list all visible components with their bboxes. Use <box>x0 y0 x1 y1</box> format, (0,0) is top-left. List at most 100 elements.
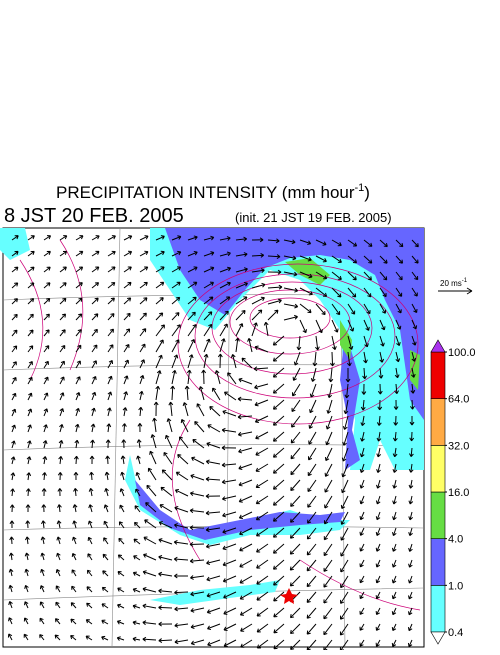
wind-arrow <box>291 415 301 428</box>
wind-arrow <box>263 321 269 337</box>
wind-arrow <box>251 322 258 337</box>
wind-arrow <box>235 337 240 353</box>
init-label: (init. 21 JST 19 FEB. 2005) <box>235 210 392 225</box>
wind-arrow <box>255 527 269 537</box>
wind-arrow <box>323 559 333 572</box>
wind-arrow <box>43 282 51 289</box>
wind-arrow <box>363 271 372 281</box>
wind-arrow <box>392 527 397 537</box>
wind-arrow <box>174 488 189 497</box>
wind-arrow <box>132 571 141 577</box>
wind-arrow <box>240 639 253 648</box>
wind-arrow <box>273 639 285 650</box>
wind-arrow <box>117 554 125 561</box>
wind-arrow <box>324 479 333 493</box>
wind-arrow <box>238 447 253 454</box>
wind-arrow <box>139 375 145 385</box>
wind-arrow <box>184 385 190 401</box>
precip-moderate <box>135 228 424 540</box>
wind-arrow <box>27 266 35 273</box>
wind-arrow <box>72 536 77 545</box>
wind-arrow <box>189 508 205 514</box>
wind-arrow <box>187 235 198 241</box>
colorbar-label: 1.0 <box>448 580 463 592</box>
wind-arrow <box>272 335 285 346</box>
wind-arrow <box>139 343 146 353</box>
wind-arrow <box>161 469 173 481</box>
wind-arrow <box>26 456 32 465</box>
wind-arrow <box>230 354 237 369</box>
wind-arrow <box>392 431 398 442</box>
wind-arrow <box>251 252 265 258</box>
wind-arrow <box>393 399 399 410</box>
wind-arrow <box>72 504 78 513</box>
wind-arrow <box>75 282 83 289</box>
wind-arrow <box>158 555 173 561</box>
wind-arrow <box>55 618 61 625</box>
wind-arrow <box>105 439 111 449</box>
wind-arrow <box>256 623 269 633</box>
wind-arrow <box>395 319 402 330</box>
wind-arrow <box>142 620 157 626</box>
wind-arrow <box>272 479 285 490</box>
wind-arrow <box>25 488 31 497</box>
wind-arrow <box>133 555 141 561</box>
wind-arrow <box>158 605 173 610</box>
wind-arrow <box>363 287 372 298</box>
wind-arrow <box>104 488 109 497</box>
wind-arrow <box>273 591 285 602</box>
wind-arrow <box>171 235 182 241</box>
wind-arrow <box>331 319 339 333</box>
wind-arrow <box>239 527 253 536</box>
wind-arrow <box>8 601 13 609</box>
wind-arrow <box>123 375 129 385</box>
wind-arrow <box>254 399 269 407</box>
wind-arrow <box>299 303 312 314</box>
wind-arrow <box>139 312 147 321</box>
wind-arrow <box>203 235 215 241</box>
wind-arrow <box>135 488 141 497</box>
wind-arrow <box>222 559 237 567</box>
wind-arrow <box>117 587 125 593</box>
wind-arrow <box>205 510 221 516</box>
wind-arrow <box>340 511 349 525</box>
wind-arrow <box>331 271 342 280</box>
wind-arrow <box>251 296 265 305</box>
wind-arrow <box>293 351 301 366</box>
wind-arrow <box>121 439 127 449</box>
wind-arrow <box>75 392 81 401</box>
wind-arrow <box>122 407 128 417</box>
wind-arrow <box>407 607 413 616</box>
wind-arrow <box>395 239 404 248</box>
wind-arrow <box>325 415 333 430</box>
wind-arrow <box>173 539 189 545</box>
wind-arrow <box>256 559 269 569</box>
wind-arrow <box>40 552 46 561</box>
wind-arrow <box>203 323 213 337</box>
wind-arrow <box>43 360 49 369</box>
wind-arrow <box>190 639 205 646</box>
wind-arrow <box>56 536 62 545</box>
colorbar-label: 100.0 <box>448 347 476 359</box>
wind-arrow <box>395 335 401 347</box>
wind-arrow <box>75 329 82 337</box>
wind-arrow <box>43 313 50 321</box>
wind-arrow <box>175 471 189 481</box>
wind-arrow <box>101 603 109 609</box>
wind-arrow <box>331 335 337 351</box>
wind-arrow <box>201 369 207 385</box>
wind-arrow <box>73 455 79 465</box>
wind-arrow <box>272 399 285 410</box>
colorbar-label: 0.4 <box>448 627 463 639</box>
wind-arrow <box>189 525 205 531</box>
wind-arrow <box>85 635 93 641</box>
wind-arrow <box>174 606 189 612</box>
wind-arrow <box>359 527 365 536</box>
wind-arrow <box>292 367 301 381</box>
scale-sup: -1 <box>462 278 468 284</box>
wind-arrow <box>315 303 326 316</box>
wind-arrow <box>187 338 196 353</box>
wind-arrow <box>340 607 349 620</box>
wind-arrow <box>7 633 13 641</box>
wind-arrow <box>223 591 237 599</box>
